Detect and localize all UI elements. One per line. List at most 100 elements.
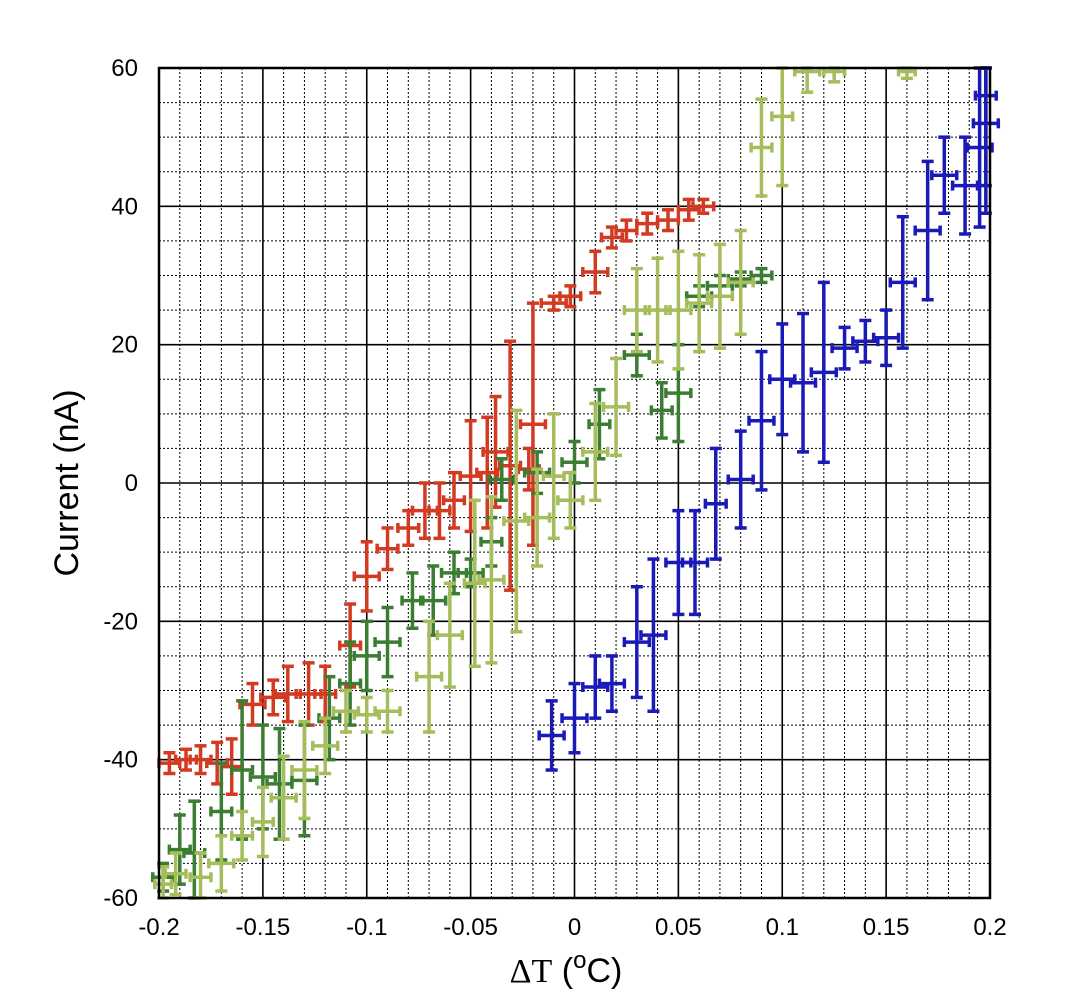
data-point (639, 557, 668, 713)
data-point (560, 681, 589, 755)
data-point (749, 266, 774, 285)
y-tick-label: -60 (103, 885, 138, 912)
data-point (770, 66, 795, 188)
data-point (238, 681, 267, 727)
data-point (726, 429, 755, 530)
data-point (703, 446, 728, 561)
x-tick-label: -0.15 (236, 914, 291, 941)
plot-frame (157, 66, 992, 900)
data-point (601, 356, 631, 458)
data-point (290, 719, 319, 821)
y-tick-label: 60 (111, 55, 138, 82)
data-point (726, 228, 755, 337)
data-point (539, 294, 568, 312)
series-3 (153, 66, 917, 900)
data-point (537, 699, 566, 772)
data-point (373, 605, 402, 679)
x-tick-label: -0.1 (346, 914, 387, 941)
data-point (560, 439, 589, 485)
data-point (581, 654, 610, 720)
data-point (310, 716, 340, 776)
data-point (705, 242, 735, 350)
data-point (435, 581, 465, 689)
data-point (649, 380, 674, 440)
series-layer (151, 66, 1001, 900)
x-axis-label: ΔT (oC) (510, 947, 623, 990)
data-point (851, 318, 880, 364)
data-point (163, 851, 188, 897)
data-point (597, 654, 627, 713)
x-tick-label: 0.2 (973, 914, 1006, 941)
data-point (556, 470, 585, 530)
data-point (614, 218, 639, 243)
data-point (269, 754, 298, 841)
data-point (930, 135, 959, 215)
data-point (655, 208, 681, 233)
data-point (481, 394, 510, 509)
data-point (676, 197, 701, 222)
y-tick-label: -40 (103, 747, 138, 774)
data-point (427, 481, 452, 541)
data-point (691, 197, 716, 215)
data-point (487, 457, 517, 503)
data-point (414, 619, 444, 734)
data-point (352, 619, 381, 693)
data-point (830, 325, 859, 371)
data-point (622, 585, 652, 700)
data-point (250, 785, 276, 859)
data-point (462, 498, 487, 669)
x-tick-labels: -0.2 -0.15 -0.1 -0.05 0 0.05 0.1 0.15 0.2 (138, 914, 1006, 941)
data-point (207, 834, 236, 893)
data-point (581, 249, 610, 295)
y-axis-label: Current (nA) (48, 389, 86, 576)
data-point (635, 211, 660, 236)
data-point (913, 159, 942, 302)
data-point (768, 322, 797, 437)
data-point (396, 508, 421, 547)
data-point (587, 387, 612, 461)
data-point (518, 301, 548, 547)
x-axis-label-delta: ΔT (510, 953, 553, 990)
data-point (477, 495, 506, 665)
x-tick-label: 0 (568, 914, 581, 941)
data-point (541, 412, 566, 541)
data-point (747, 349, 776, 492)
x-axis-label-open: ( (552, 952, 573, 990)
data-point (788, 311, 818, 454)
data-point (749, 97, 774, 198)
x-axis-label-unit: C) (586, 952, 622, 990)
x-tick-label: 0.1 (766, 914, 799, 941)
data-point (792, 66, 822, 94)
data-point (229, 809, 255, 862)
data-point (965, 66, 994, 229)
data-point (522, 467, 552, 568)
data-point (871, 308, 901, 368)
data-point (664, 249, 693, 371)
data-point (352, 540, 381, 613)
y-tick-labels: -60 -40 -20 0 20 40 60 (103, 55, 138, 912)
data-point (259, 678, 288, 717)
data-point (558, 284, 583, 309)
data-point (581, 401, 610, 503)
data-point (809, 280, 839, 464)
data-point (888, 214, 917, 350)
data-point (950, 135, 980, 236)
data-point (373, 688, 402, 734)
y-tick-label: 20 (111, 332, 138, 359)
data-point (680, 508, 710, 617)
series-1 (157, 197, 716, 796)
x-tick-label: 0.05 (655, 914, 702, 941)
y-tick-label: -20 (103, 608, 138, 635)
data-point (375, 526, 400, 572)
x-tick-label: -0.2 (138, 914, 179, 941)
data-point (153, 865, 174, 900)
data-point (622, 266, 652, 354)
data-point (664, 508, 693, 617)
x-axis-label-sup: o (573, 947, 586, 974)
data-point (441, 470, 467, 530)
x-tick-label: 0.15 (863, 914, 910, 941)
y-tick-label: 40 (111, 193, 138, 220)
series-4 (537, 66, 1001, 772)
y-tick-label: 0 (125, 470, 138, 497)
